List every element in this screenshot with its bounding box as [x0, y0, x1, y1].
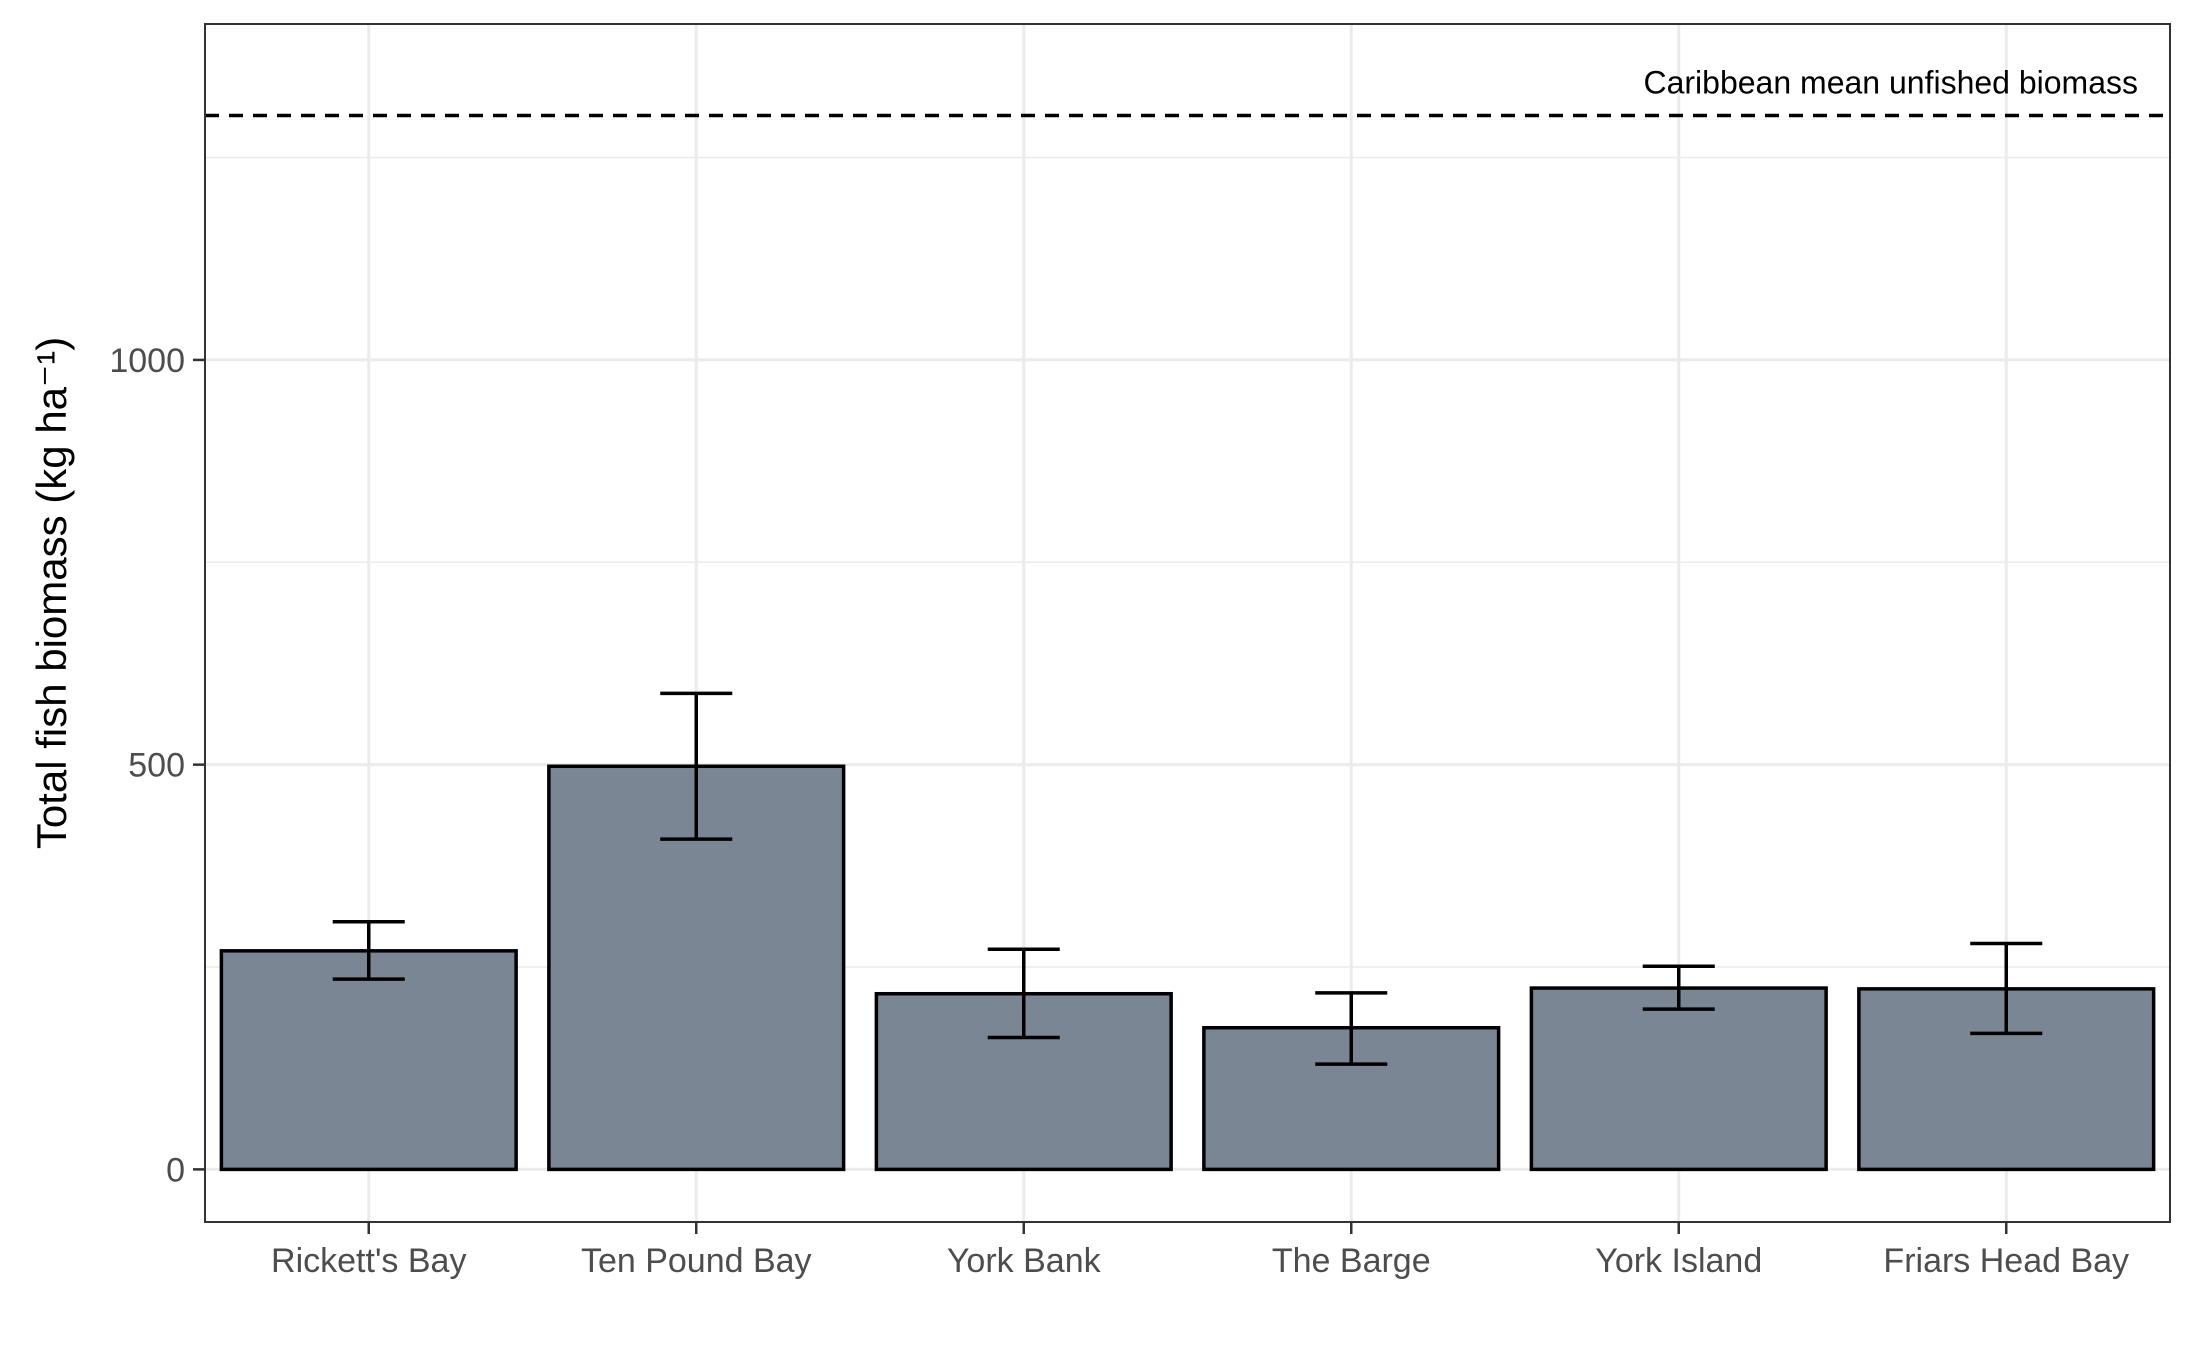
error-bar	[1970, 941, 2043, 1036]
bar	[219, 949, 518, 1172]
x-tick-label: Friars Head Bay	[1883, 1242, 2129, 1280]
x-tick-label: York Island	[1595, 1242, 1762, 1280]
error-bar	[987, 947, 1060, 1040]
y-tick-label: 1000	[109, 342, 185, 380]
y-tick-label: 0	[166, 1151, 185, 1189]
plot-panel-border	[204, 23, 2171, 1223]
bar	[1529, 986, 1828, 1172]
error-bars	[332, 691, 2043, 1066]
x-tick-label: Ten Pound Bay	[581, 1242, 812, 1280]
grid-minor	[205, 156, 2170, 968]
error-bar	[1315, 991, 1388, 1066]
reference-line-group: Caribbean mean unfished biomass	[205, 64, 2170, 118]
y-tick-label: 500	[128, 747, 185, 785]
y-axis: 0 500 1000	[109, 342, 205, 1189]
x-axis: Rickett's Bay Ten Pound Bay York Bank The B…	[271, 1222, 2129, 1280]
x-tick-label: Rickett's Bay	[271, 1242, 466, 1280]
error-bar	[660, 691, 733, 841]
reference-line-label: Caribbean mean unfished biomass	[1643, 64, 2138, 100]
error-bar	[332, 919, 405, 981]
y-axis-title: Total fish biomass (kg ha⁻¹)	[28, 337, 75, 849]
x-tick-label: York Bank	[947, 1242, 1102, 1280]
x-tick-label: The Barge	[1272, 1242, 1431, 1280]
error-bar	[1642, 964, 1715, 1011]
